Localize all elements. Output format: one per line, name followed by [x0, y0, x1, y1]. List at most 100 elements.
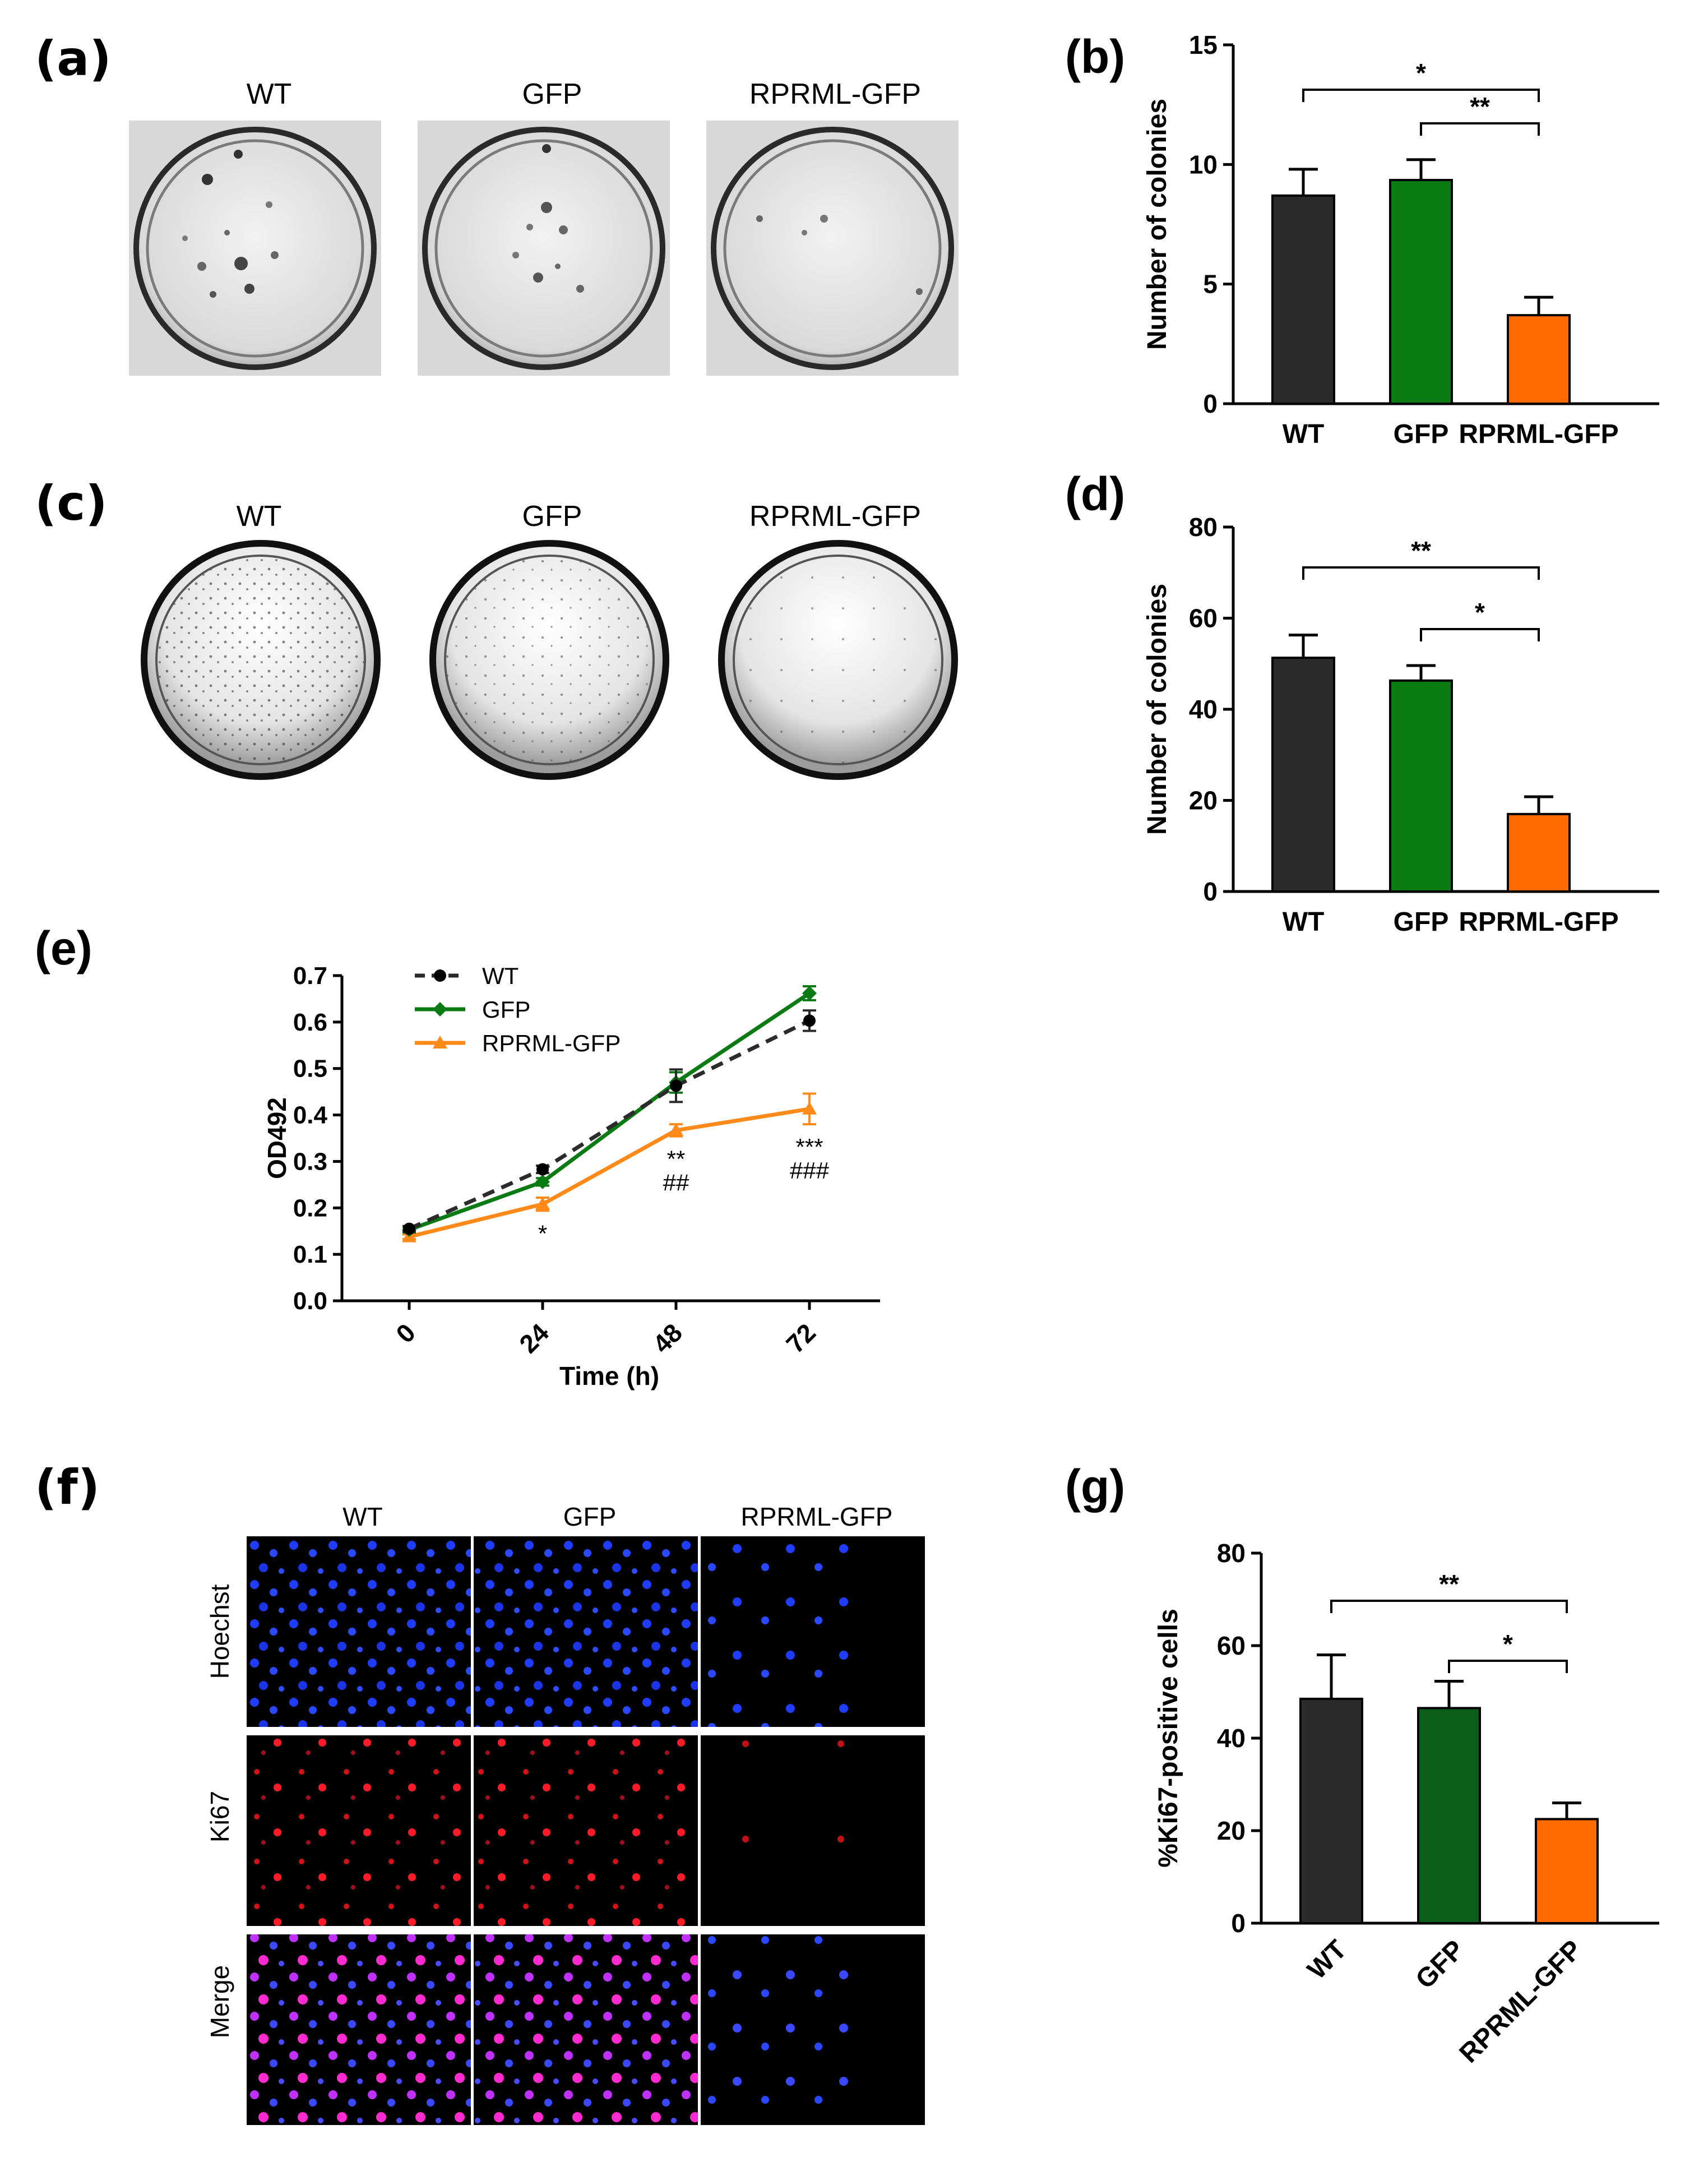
- y-tick-label-b: 15: [1189, 30, 1218, 59]
- significance-bracket-g: [1330, 1600, 1568, 1613]
- y-tick-label-e: 0.6: [293, 1009, 327, 1036]
- y-tick-label-e: 0.2: [293, 1194, 327, 1222]
- y-tick-label-b: 5: [1203, 270, 1218, 299]
- plate-label-wt-a: WT: [246, 78, 292, 110]
- plate-rprml-a: [706, 121, 959, 376]
- data-point-1-3: [802, 986, 817, 1001]
- significance-label-g: **: [1439, 1569, 1459, 1599]
- x-tick-label-e: 48: [647, 1318, 688, 1359]
- bar-d-1: [1389, 679, 1453, 893]
- y-axis-label-g: %Ki67-positive cells: [1154, 1609, 1183, 1868]
- chart-e: (e) 0.0 0.1 0.2 0.3 0.4 0.5 0.6 0.7 0 24 48 72 Time (…: [35, 922, 880, 1391]
- y-axis-label-b: Number of colonies: [1142, 99, 1172, 350]
- y-tick-label-e: 0.3: [293, 1148, 327, 1175]
- y-tick-label-e: 0.0: [293, 1287, 327, 1315]
- colony-plates-c: [141, 540, 958, 780]
- significance-label-g: *: [1503, 1629, 1513, 1659]
- y-tick-label-g: 0: [1231, 1909, 1246, 1938]
- y-tick-label-d: 0: [1203, 877, 1218, 906]
- plate-label-gfp-a: GFP: [522, 78, 582, 110]
- series-line-0: [408, 1019, 811, 1231]
- significance-label-d: *: [1475, 598, 1485, 627]
- plate-gfp-c: [429, 540, 669, 780]
- bar-b-0: [1271, 194, 1335, 405]
- bar-g-2: [1535, 1818, 1599, 1924]
- x-tick-label-b: WT: [1283, 419, 1325, 449]
- bar-g-1: [1417, 1707, 1481, 1924]
- micro-row-ki67: Ki67: [205, 1790, 234, 1843]
- x-tick-label-e: 72: [780, 1318, 821, 1359]
- data-point-0-3: [803, 1014, 816, 1027]
- significance-label-d: **: [1411, 536, 1431, 565]
- y-axis-label-e: OD492: [262, 1097, 291, 1179]
- micrograph-grid: [247, 1536, 925, 2125]
- x-tick-label-b: GFP: [1394, 419, 1449, 449]
- x-tick-label-g: GFP: [1410, 1934, 1470, 1994]
- annotation-e: **: [667, 1146, 686, 1172]
- y-tick-label-b: 0: [1203, 389, 1218, 418]
- plate-gfp-a: [418, 121, 670, 376]
- y-tick-label-d: 80: [1189, 512, 1218, 542]
- micro-col-wt: WT: [342, 1502, 383, 1531]
- significance-bracket-d: [1420, 628, 1540, 641]
- plate-wt-c: [141, 540, 381, 780]
- significance-bracket-d: [1302, 566, 1540, 580]
- y-tick-label-b: 10: [1189, 150, 1218, 179]
- significance-bracket-g: [1448, 1660, 1568, 1673]
- micro-col-gfp: GFP: [563, 1502, 617, 1531]
- legend-marker-0: [434, 969, 446, 982]
- y-tick-label-g: 80: [1217, 1539, 1246, 1568]
- significance-bracket-b: [1420, 122, 1540, 136]
- y-tick-label-g: 20: [1217, 1816, 1246, 1845]
- x-tick-label-d: WT: [1283, 907, 1325, 937]
- chart-d: (d) 0 20 40 60 80 Number of colonies WT GFP RPRML…: [1065, 468, 1659, 937]
- y-tick-label-d: 40: [1189, 695, 1218, 724]
- x-axis-label-e: Time (h): [559, 1361, 659, 1391]
- x-tick-label-d: GFP: [1394, 907, 1449, 937]
- panel-c-letter: (c): [35, 475, 108, 532]
- significance-bracket-b: [1302, 89, 1540, 102]
- data-point-0-1: [536, 1163, 549, 1176]
- y-axis-label-d: Number of colonies: [1142, 584, 1172, 835]
- panel-d-letter: (d): [1065, 468, 1125, 520]
- bar-d-2: [1507, 812, 1571, 893]
- panel-e-letter: (e): [35, 922, 92, 974]
- annotation-e: ##: [663, 1170, 689, 1196]
- legend-label-2: RPRML-GFP: [482, 1030, 621, 1056]
- plate-rprml-c: [718, 540, 958, 780]
- y-tick-label-d: 20: [1189, 786, 1218, 815]
- y-tick-label-e: 0.4: [293, 1102, 328, 1129]
- chart-b: (b) 0 5 10 15 Number of colonies WT GFP RPRML-GF…: [1065, 30, 1659, 449]
- x-tick-label-e: 0: [390, 1318, 421, 1348]
- bar-b-2: [1507, 314, 1571, 405]
- x-tick-label-b: RPRML-GFP: [1459, 419, 1618, 449]
- y-tick-label-d: 60: [1189, 604, 1218, 633]
- plate-label-rprml-c: RPRML-GFP: [749, 500, 922, 533]
- series-line-1: [408, 991, 811, 1232]
- legend-label-1: GFP: [482, 996, 530, 1023]
- plate-label-rprml-a: RPRML-GFP: [749, 78, 922, 110]
- y-tick-label-g: 60: [1217, 1631, 1246, 1660]
- significance-label-b: *: [1416, 58, 1426, 87]
- micro-row-merge: Merge: [205, 1965, 234, 2039]
- x-tick-label-g: RPRML-GFP: [1454, 1934, 1588, 2068]
- y-tick-label-e: 0.7: [293, 962, 327, 990]
- bar-b-1: [1389, 179, 1453, 405]
- y-tick-label-e: 0.5: [293, 1055, 327, 1083]
- panel-a-letter: (a): [35, 31, 112, 87]
- data-point-1-1: [535, 1174, 550, 1189]
- data-point-2-1: [535, 1197, 550, 1210]
- y-tick-label-g: 40: [1217, 1724, 1246, 1753]
- plate-wt-a: [129, 121, 381, 376]
- x-tick-label-e: 24: [513, 1318, 554, 1359]
- annotation-e: *: [538, 1220, 547, 1246]
- panel-b-letter: (b): [1065, 30, 1125, 83]
- bar-g-0: [1299, 1697, 1363, 1924]
- data-point-0-2: [670, 1079, 682, 1092]
- x-tick-label-d: RPRML-GFP: [1459, 907, 1618, 937]
- chart-g: (g) 0 20 40 60 80 %Ki67-positive cells WT GFPRPR…: [1065, 1460, 1659, 2069]
- plate-label-wt-c: WT: [236, 500, 282, 533]
- panel-g-letter: (g): [1065, 1460, 1125, 1513]
- legend-marker-1: [433, 1002, 447, 1017]
- legend-marker-2: [433, 1036, 447, 1048]
